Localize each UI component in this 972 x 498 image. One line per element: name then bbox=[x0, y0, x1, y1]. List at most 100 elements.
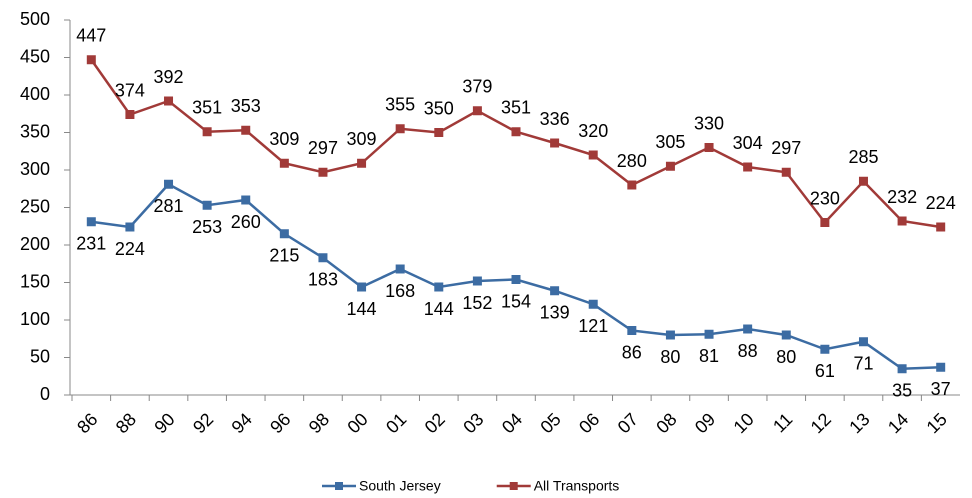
marker bbox=[86, 217, 96, 227]
data-label: 168 bbox=[385, 281, 415, 301]
marker bbox=[627, 180, 637, 190]
marker bbox=[279, 158, 289, 168]
x-tick-label: 04 bbox=[498, 409, 526, 437]
x-tick-label: 01 bbox=[382, 409, 410, 437]
marker bbox=[936, 362, 946, 372]
marker bbox=[665, 161, 675, 171]
x-tick-label: 90 bbox=[150, 409, 178, 437]
y-tick-label: 300 bbox=[20, 159, 50, 179]
marker bbox=[318, 167, 328, 177]
data-label: 215 bbox=[269, 246, 299, 266]
marker bbox=[550, 138, 560, 148]
data-label: 231 bbox=[76, 234, 106, 254]
data-label: 88 bbox=[738, 341, 758, 361]
y-tick-label: 50 bbox=[30, 346, 50, 366]
data-label: 152 bbox=[462, 293, 492, 313]
marker bbox=[241, 195, 251, 205]
data-label: 86 bbox=[622, 342, 642, 362]
data-label: 355 bbox=[385, 95, 415, 115]
marker bbox=[704, 143, 714, 152]
data-label: 379 bbox=[462, 77, 492, 97]
marker bbox=[125, 222, 135, 232]
data-label: 81 bbox=[699, 346, 719, 366]
data-label: 224 bbox=[115, 239, 145, 259]
data-label: 260 bbox=[231, 212, 261, 232]
data-label: 224 bbox=[926, 193, 956, 213]
y-tick-label: 250 bbox=[20, 196, 50, 216]
data-label: 309 bbox=[269, 129, 299, 149]
x-tick-label: 11 bbox=[769, 409, 796, 436]
y-tick-label: 400 bbox=[20, 84, 50, 104]
x-tick-label: 12 bbox=[807, 409, 835, 437]
legend-marker bbox=[509, 482, 518, 490]
marker bbox=[472, 276, 482, 286]
marker bbox=[743, 324, 753, 334]
y-tick-label: 0 bbox=[40, 384, 50, 404]
data-label: 305 bbox=[655, 132, 685, 152]
data-label: 297 bbox=[771, 138, 801, 158]
marker bbox=[665, 330, 675, 340]
data-label: 336 bbox=[540, 109, 570, 129]
y-tick-label: 100 bbox=[20, 309, 50, 329]
data-label: 121 bbox=[578, 316, 608, 336]
data-label: 253 bbox=[192, 217, 222, 237]
x-tick-label: 15 bbox=[923, 409, 951, 437]
marker bbox=[318, 253, 328, 263]
data-label: 309 bbox=[347, 129, 377, 149]
marker bbox=[550, 286, 560, 296]
data-label: 392 bbox=[153, 67, 183, 87]
y-tick-label: 150 bbox=[20, 271, 50, 291]
marker bbox=[164, 96, 174, 106]
legend-marker bbox=[335, 482, 343, 490]
data-label: 80 bbox=[660, 347, 680, 367]
x-tick-label: 92 bbox=[189, 409, 217, 437]
x-tick-label: 03 bbox=[459, 409, 487, 437]
y-tick-label: 450 bbox=[20, 46, 50, 66]
marker bbox=[743, 162, 753, 172]
data-label: 37 bbox=[931, 379, 951, 399]
x-tick-label: 10 bbox=[730, 409, 758, 437]
data-label: 447 bbox=[76, 26, 106, 46]
marker bbox=[511, 127, 521, 137]
legend-label: All Transports bbox=[534, 478, 620, 494]
data-label: 297 bbox=[308, 138, 338, 158]
marker bbox=[395, 264, 405, 274]
data-label: 80 bbox=[776, 347, 796, 367]
marker bbox=[434, 128, 444, 137]
data-label: 353 bbox=[231, 96, 261, 116]
marker bbox=[164, 179, 174, 189]
marker bbox=[858, 176, 868, 186]
data-label: 320 bbox=[578, 121, 608, 141]
data-label: 230 bbox=[810, 188, 840, 208]
marker bbox=[241, 125, 251, 135]
y-tick-label: 350 bbox=[20, 121, 50, 141]
data-label: 281 bbox=[153, 196, 183, 216]
data-label: 144 bbox=[347, 299, 377, 319]
data-label: 183 bbox=[308, 270, 338, 290]
marker bbox=[357, 282, 367, 292]
marker bbox=[202, 200, 212, 210]
x-tick-label: 05 bbox=[536, 409, 564, 437]
x-tick-label: 94 bbox=[228, 409, 256, 437]
marker bbox=[357, 158, 367, 168]
marker bbox=[472, 106, 482, 116]
data-label: 35 bbox=[892, 381, 912, 401]
x-tick-label: 13 bbox=[845, 409, 873, 437]
marker bbox=[897, 364, 907, 374]
data-label: 71 bbox=[853, 354, 873, 374]
x-tick-label: 06 bbox=[575, 409, 603, 437]
marker bbox=[125, 110, 135, 119]
marker bbox=[858, 337, 868, 347]
x-tick-label: 88 bbox=[112, 409, 140, 437]
data-label: 139 bbox=[540, 303, 570, 323]
data-label: 144 bbox=[424, 299, 454, 319]
x-tick-label: 00 bbox=[343, 409, 371, 437]
data-label: 351 bbox=[192, 98, 222, 118]
data-label: 61 bbox=[815, 361, 835, 381]
data-label: 330 bbox=[694, 113, 724, 133]
marker bbox=[897, 216, 907, 226]
data-label: 280 bbox=[617, 151, 647, 171]
data-label: 154 bbox=[501, 291, 531, 311]
data-label: 351 bbox=[501, 98, 531, 118]
